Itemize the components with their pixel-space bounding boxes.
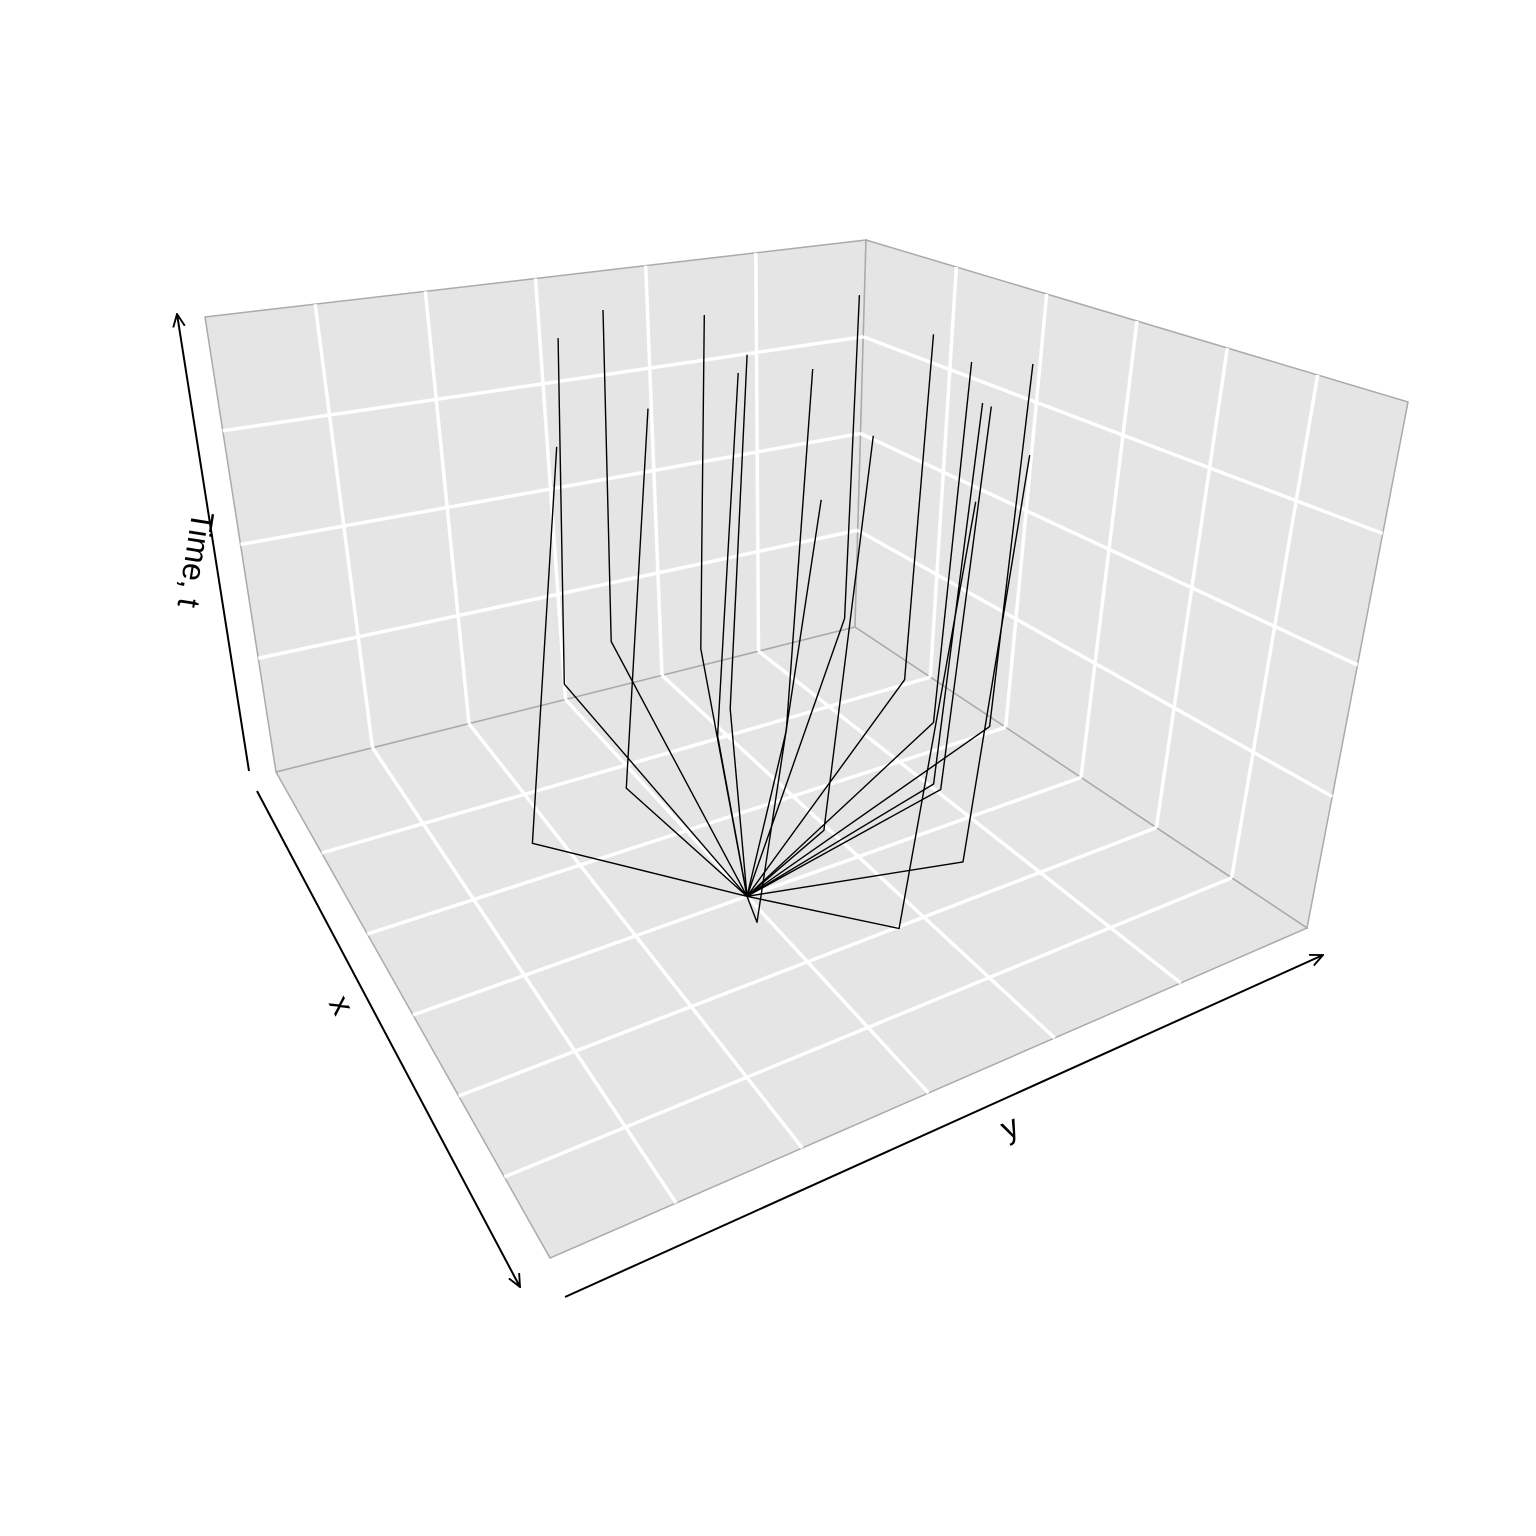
- wall-grid-line: [257, 528, 859, 660]
- trajectory-line-13: [729, 354, 748, 897]
- grid-lines: [222, 252, 1384, 1204]
- trajectory-line-8: [746, 406, 992, 897]
- trajectory-line-5: [746, 402, 984, 897]
- trajectory-line-16: [746, 295, 861, 897]
- trajectory-line-11: [746, 454, 1031, 897]
- wall-grid-line: [856, 528, 1334, 799]
- trajectory-lines: [531, 295, 1034, 930]
- trajectory-line-18: [557, 338, 748, 897]
- trajectory-line-2: [625, 408, 748, 897]
- wall-grid-line: [222, 335, 864, 433]
- trajectory-line-1: [531, 446, 748, 897]
- x-axis-arrow: [256, 790, 520, 1287]
- x-axis-title: x: [322, 989, 361, 1020]
- wall-grid-line: [859, 431, 1359, 667]
- y-axis-title: y: [995, 1107, 1024, 1146]
- wall-grid-line: [240, 431, 861, 547]
- trajectory-line-15: [746, 334, 935, 897]
- t-axis-title: Time, t: [171, 509, 222, 610]
- trajectory-line-10: [746, 501, 977, 930]
- wall-grid-line: [862, 335, 1384, 536]
- t-axis-arrow: [177, 314, 250, 772]
- trajectory-line-12: [746, 361, 973, 897]
- trajectory-line-14: [700, 314, 748, 897]
- trajectory-line-9: [746, 499, 822, 923]
- trajectory-line-6: [746, 363, 1034, 897]
- y-axis-arrow: [564, 955, 1323, 1298]
- trajectory-line-17: [602, 309, 748, 897]
- background-panes: [204, 239, 1409, 1259]
- trajectory-line-4: [746, 368, 814, 897]
- axes: [177, 314, 1323, 1298]
- trajectory-line-7: [746, 435, 874, 897]
